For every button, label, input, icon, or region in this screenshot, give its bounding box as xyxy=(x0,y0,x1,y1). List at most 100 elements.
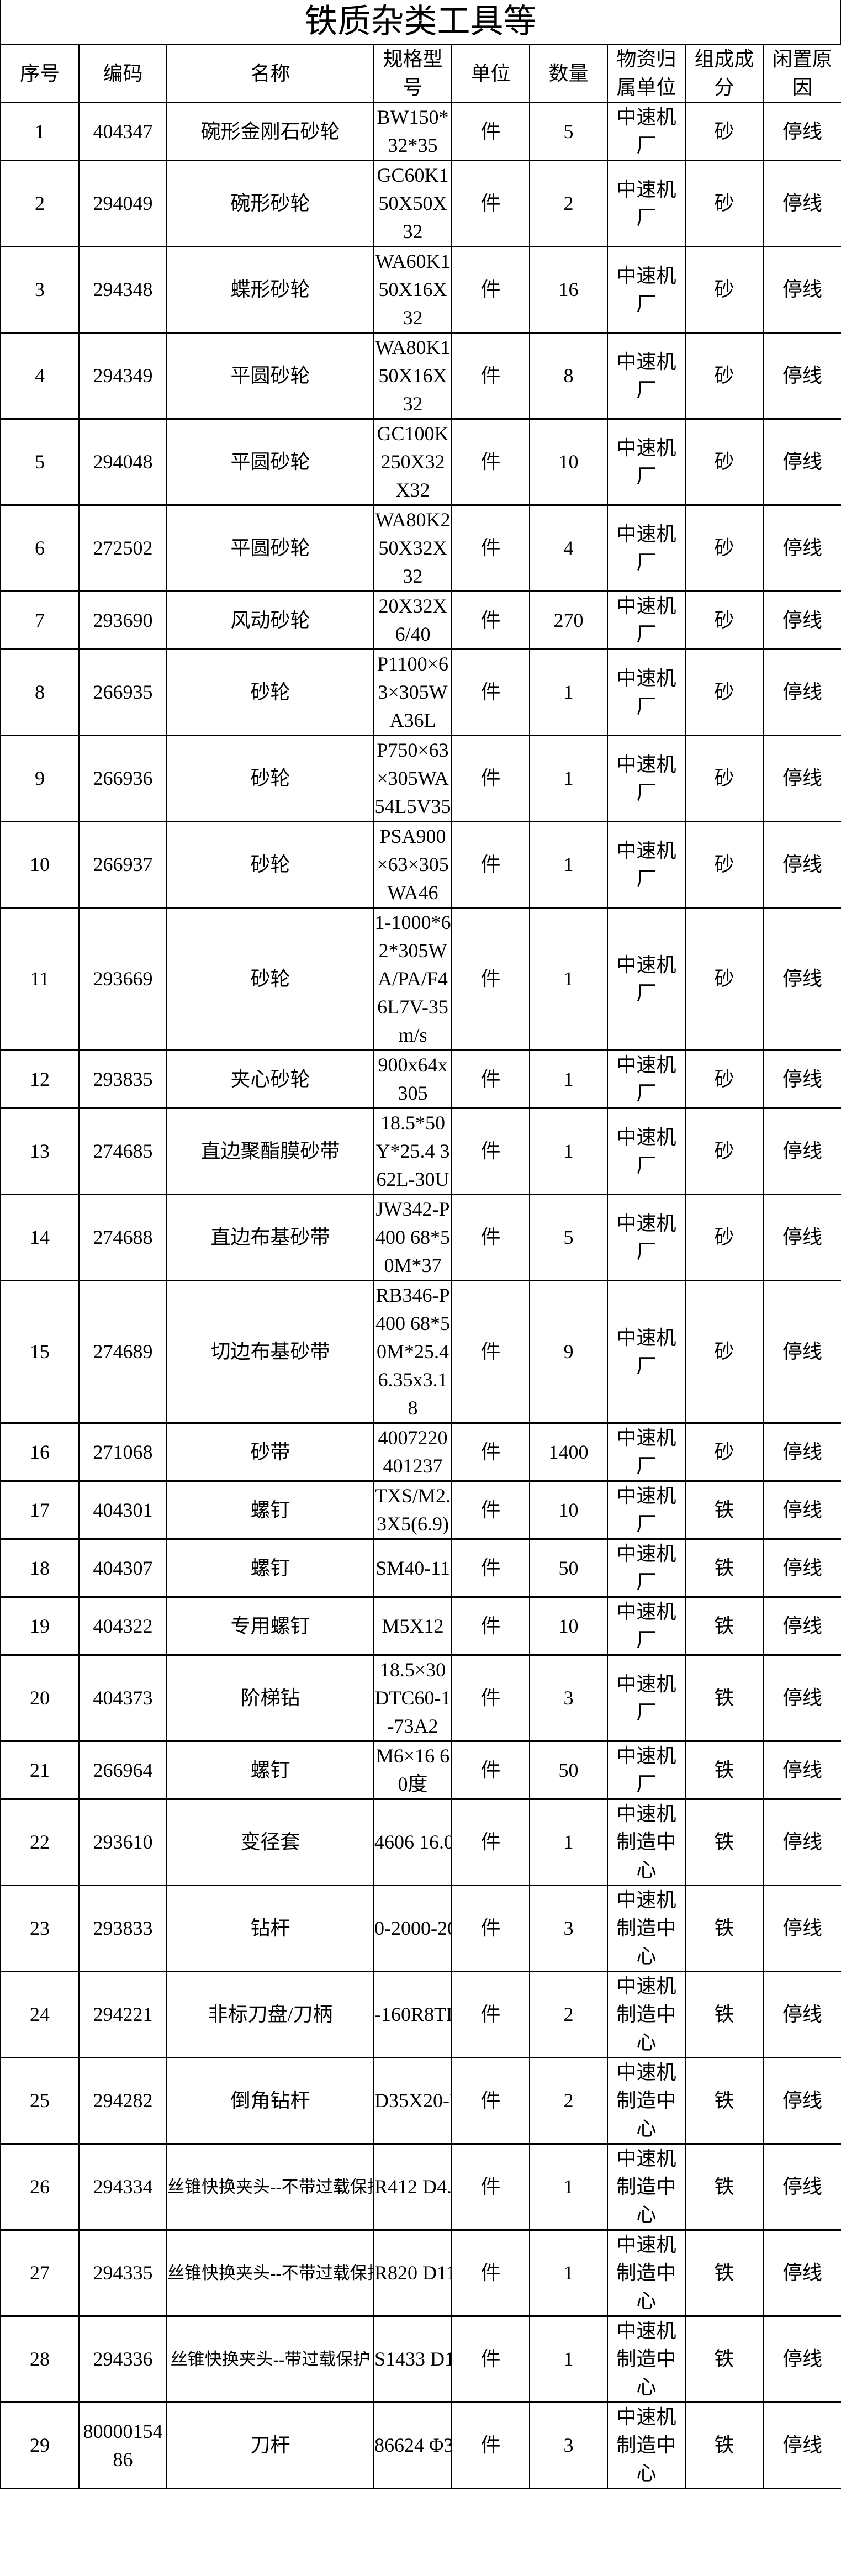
cell-name: 蝶形砂轮 xyxy=(166,246,374,334)
cell-dept: 中速机厂 xyxy=(607,1654,686,1742)
cell-dept: 中速机厂 xyxy=(607,160,686,247)
cell-material: 铁 xyxy=(685,2401,764,2489)
cell-no: 27 xyxy=(0,2229,80,2317)
cell-unit: 件 xyxy=(451,1480,530,1540)
cell-code: 294348 xyxy=(78,246,167,334)
cell-code: 274688 xyxy=(78,1194,167,1281)
header-no: 序号 xyxy=(0,44,80,103)
header-unit: 单位 xyxy=(451,44,530,103)
cell-material: 砂 xyxy=(685,1280,764,1424)
cell-spec: 1-1000*62*305WA/PA/F46L7V-35m/s xyxy=(373,907,452,1051)
table-row: 17 404301 螺钉 TXS/M2.3X5(6.9) 件 10 中速机厂铁停线 xyxy=(0,1480,841,1540)
table-row: 12 293835 夹心砂轮 900x64x305 件 1 中速机厂砂停线 xyxy=(0,1049,841,1109)
cell-material: 砂 xyxy=(685,332,764,420)
cell-unit: 件 xyxy=(451,2229,530,2317)
cell-dept: 中速机制造中心 xyxy=(607,2315,686,2403)
cell-name: 阶梯钻 xyxy=(166,1654,374,1742)
cell-unit: 件 xyxy=(451,907,530,1051)
cell-qty: 1 xyxy=(529,2229,608,2317)
cell-dept: 中速机厂 xyxy=(607,1049,686,1109)
cell-dept: 中速机制造中心 xyxy=(607,1971,686,2058)
cell-unit: 件 xyxy=(451,1740,530,1800)
cell-spec: BW150*32*35 xyxy=(373,102,452,161)
cell-name: 螺钉 xyxy=(166,1740,374,1800)
table-row: 19 404322 专用螺钉 M5X12 件 10 中速机厂铁停线 xyxy=(0,1596,841,1656)
cell-reason: 停线 xyxy=(763,1422,841,1482)
cell-qty: 1 xyxy=(529,907,608,1051)
cell-dept: 中速机制造中心 xyxy=(607,2229,686,2317)
cell-unit: 件 xyxy=(451,1049,530,1109)
cell-name: 螺钉 xyxy=(166,1538,374,1598)
cell-name: 倒角钻杆 xyxy=(166,2057,374,2145)
cell-unit: 件 xyxy=(451,1280,530,1424)
header-dept: 物资归属单位 xyxy=(607,44,686,103)
cell-spec: RB346-P400 68*50M*25.4 6.35x3.18 xyxy=(373,1280,452,1424)
cell-unit: 件 xyxy=(451,332,530,420)
cell-dept: 中速机制造中心 xyxy=(607,2057,686,2145)
cell-unit: 件 xyxy=(451,418,530,506)
cell-code: 293690 xyxy=(78,590,167,650)
table-row: 4 294349 平圆砂轮 WA80K150X16X32 件 8 中速机厂砂停线 xyxy=(0,332,841,420)
cell-unit: 件 xyxy=(451,1422,530,1482)
cell-code: 266935 xyxy=(78,648,167,736)
cell-material: 砂 xyxy=(685,590,764,650)
cell-material: 砂 xyxy=(685,648,764,736)
cell-no: 15 xyxy=(0,1280,80,1424)
cell-name: 钻杆 xyxy=(166,1885,374,1972)
cell-code: 293835 xyxy=(78,1049,167,1109)
cell-qty: 10 xyxy=(529,1596,608,1656)
cell-reason: 停线 xyxy=(763,1885,841,1972)
cell-code: 404347 xyxy=(78,102,167,161)
cell-dept: 中速机厂 xyxy=(607,907,686,1051)
cell-spec: TXS/M2.3X5(6.9) xyxy=(373,1480,452,1540)
cell-reason: 停线 xyxy=(763,1480,841,1540)
cell-code: 294221 xyxy=(78,1971,167,2058)
cell-reason: 停线 xyxy=(763,2315,841,2403)
cell-no: 12 xyxy=(0,1049,80,1109)
cell-spec: R412 D4.5x xyxy=(373,2143,452,2231)
cell-name: 丝锥快换夹头--不带过载保护 xyxy=(166,2229,374,2317)
cell-reason: 停线 xyxy=(763,2143,841,2231)
cell-qty: 270 xyxy=(529,590,608,650)
cell-no: 26 xyxy=(0,2143,80,2231)
table-row: 2 294049 碗形砂轮 GC60K150X50X32 件 2 中速机厂砂停线 xyxy=(0,160,841,247)
cell-no: 25 xyxy=(0,2057,80,2145)
cell-unit: 件 xyxy=(451,1885,530,1972)
cell-qty: 10 xyxy=(529,1480,608,1540)
cell-dept: 中速机制造中心 xyxy=(607,2401,686,2489)
cell-name: 非标刀盘/刀柄 xyxy=(166,1971,374,2058)
cell-unit: 件 xyxy=(451,1798,530,1886)
cell-reason: 停线 xyxy=(763,2057,841,2145)
cell-spec: 4606 16.020 xyxy=(373,1798,452,1886)
cell-qty: 5 xyxy=(529,102,608,161)
cell-unit: 件 xyxy=(451,735,530,822)
cell-material: 砂 xyxy=(685,1107,764,1195)
cell-reason: 停线 xyxy=(763,160,841,247)
cell-name: 砂轮 xyxy=(166,648,374,736)
cell-material: 铁 xyxy=(685,1885,764,1972)
table-row: 9 266936 砂轮 P750×63×305WA54L5V35 件 1 中速机厂砂停线 xyxy=(0,735,841,822)
cell-code: 294349 xyxy=(78,332,167,420)
cell-spec: 18.5*50Y*25.4 362L-30U xyxy=(373,1107,452,1195)
header-reason: 闲置原因 xyxy=(763,44,841,103)
cell-spec: -160R8TL2 xyxy=(373,1971,452,2058)
cell-unit: 件 xyxy=(451,1596,530,1656)
cell-material: 铁 xyxy=(685,2143,764,2231)
table-row: 16 271068 砂带 4007220401237 件 1400 中速机厂砂停线 xyxy=(0,1422,841,1482)
cell-dept: 中速机厂 xyxy=(607,821,686,909)
cell-material: 砂 xyxy=(685,102,764,161)
cell-dept: 中速机厂 xyxy=(607,1538,686,1598)
cell-no: 1 xyxy=(0,102,80,161)
cell-qty: 3 xyxy=(529,1885,608,1972)
cell-name: 丝锥快换夹头--不带过载保护 xyxy=(166,2143,374,2231)
cell-spec: 18.5×30 DTC60-1-73A2 xyxy=(373,1654,452,1742)
cell-qty: 2 xyxy=(529,2057,608,2145)
cell-code: 294334 xyxy=(78,2143,167,2231)
table-row: 11 293669 砂轮 1-1000*62*305WA/PA/F46L7V-35m/… xyxy=(0,907,841,1051)
cell-qty: 1 xyxy=(529,1049,608,1109)
cell-name: 砂轮 xyxy=(166,735,374,822)
cell-material: 砂 xyxy=(685,1194,764,1281)
cell-name: 碗形砂轮 xyxy=(166,160,374,247)
cell-name: 螺钉 xyxy=(166,1480,374,1540)
